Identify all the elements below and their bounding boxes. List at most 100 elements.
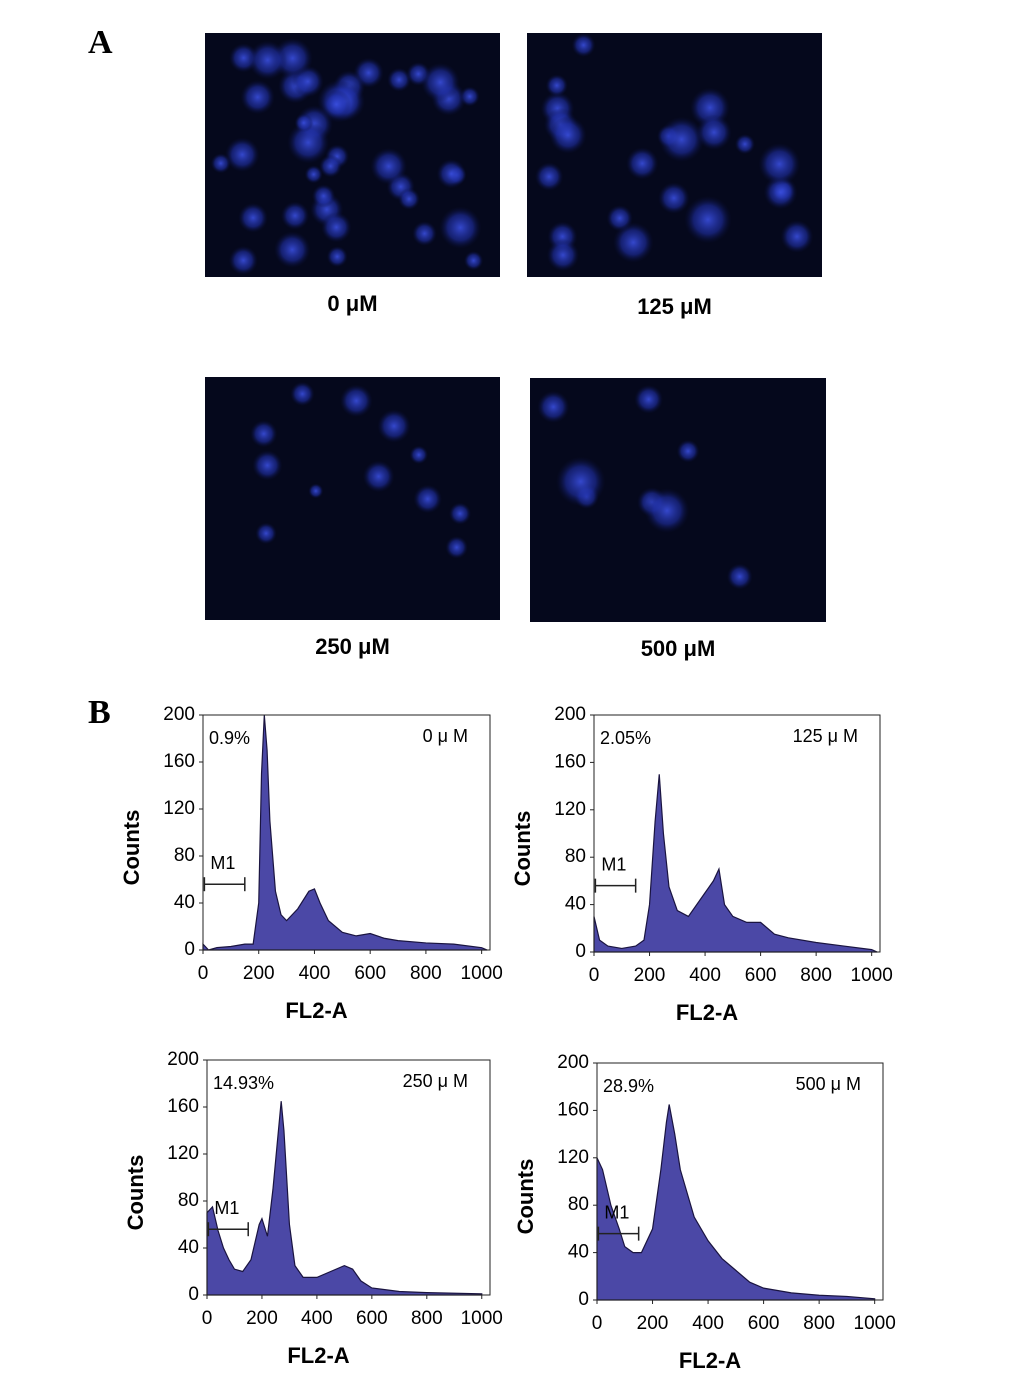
- cell-nucleus: [252, 450, 283, 481]
- plot-frame: [593, 714, 881, 953]
- gate-label: M1: [210, 853, 235, 873]
- plot-frame: [202, 714, 491, 951]
- x-tick-label: 600: [354, 963, 386, 984]
- cell-nucleus: [537, 390, 570, 424]
- x-tick-label: 800: [410, 963, 442, 984]
- x-tick-label: 800: [411, 1308, 443, 1329]
- cell-nucleus: [238, 202, 268, 233]
- plot-frame: [206, 1059, 491, 1296]
- cell-nucleus: [684, 195, 732, 244]
- y-tick-label: 200: [167, 1049, 199, 1070]
- cell-nucleus: [658, 116, 705, 163]
- x-tick-label: 200: [246, 1308, 278, 1329]
- image-caption: 125 μM: [637, 294, 712, 319]
- x-tick-label: 0: [589, 965, 600, 986]
- percent-label: 14.93%: [213, 1073, 274, 1093]
- cell-nucleus: [311, 184, 336, 208]
- histogram-area: [593, 774, 878, 953]
- micrograph-background: [205, 377, 500, 620]
- cell-nucleus: [763, 175, 798, 210]
- x-tick-label: 1000: [851, 965, 893, 986]
- cell-nucleus: [304, 165, 323, 184]
- cell-nucleus: [436, 159, 467, 189]
- y-tick-label: 200: [554, 704, 586, 725]
- x-tick-label: 200: [634, 965, 666, 986]
- y-tick-label: 80: [568, 1194, 589, 1215]
- cell-nucleus: [445, 536, 468, 559]
- y-tick-label: 120: [167, 1143, 199, 1164]
- cell-nucleus: [362, 460, 395, 493]
- cell-nucleus: [240, 79, 275, 115]
- cell-nucleus: [549, 116, 587, 154]
- y-tick-label: 40: [178, 1237, 199, 1258]
- cell-nucleus: [287, 121, 330, 164]
- image-caption: 250 μM: [315, 634, 390, 659]
- x-tick-label: 400: [689, 965, 721, 986]
- concentration-label: 250 μ M: [403, 1071, 468, 1091]
- cell-nucleus: [321, 89, 352, 120]
- plot-frame: [596, 1062, 884, 1301]
- cell-nucleus: [758, 143, 801, 186]
- cell-nucleus: [377, 409, 411, 443]
- y-axis-label: Counts: [513, 1159, 538, 1235]
- x-tick-label: 1000: [461, 963, 503, 984]
- x-tick-label: 0: [592, 1313, 603, 1334]
- cell-nucleus: [658, 182, 690, 214]
- micrograph: [530, 378, 826, 622]
- y-tick-label: 160: [163, 751, 195, 772]
- concentration-label: 125 μ M: [793, 726, 858, 746]
- x-tick-label: 600: [748, 1313, 780, 1334]
- x-axis-label: FL2-A: [676, 1000, 738, 1025]
- cell-nucleus: [326, 246, 348, 268]
- cell-nucleus: [321, 212, 352, 243]
- cell-nucleus: [634, 384, 664, 414]
- y-tick-label: 0: [575, 941, 586, 962]
- gate-label: M1: [601, 854, 626, 874]
- cell-nucleus: [546, 238, 580, 272]
- cell-nucleus: [280, 201, 310, 230]
- cell-nucleus: [612, 222, 654, 263]
- x-tick-label: 600: [356, 1308, 388, 1329]
- cell-nucleus: [555, 456, 606, 507]
- cell-nucleus: [290, 381, 315, 407]
- cell-nucleus: [413, 484, 443, 514]
- y-tick-label: 160: [557, 1099, 589, 1120]
- x-tick-label: 1000: [854, 1313, 896, 1334]
- y-tick-label: 40: [565, 894, 586, 915]
- percent-label: 2.05%: [600, 728, 651, 748]
- cell-nucleus: [255, 522, 277, 545]
- x-tick-label: 1000: [461, 1308, 503, 1329]
- y-tick-label: 80: [565, 846, 586, 867]
- cell-nucleus: [545, 74, 568, 97]
- histogram-area: [202, 714, 488, 951]
- percent-label: 0.9%: [209, 728, 250, 748]
- y-tick-label: 120: [557, 1147, 589, 1168]
- x-tick-label: 800: [803, 1313, 835, 1334]
- cell-nucleus: [308, 483, 324, 499]
- gate-label: M1: [604, 1202, 629, 1222]
- cell-nucleus: [370, 147, 408, 185]
- y-axis-label: Counts: [510, 811, 535, 887]
- x-axis-label: FL2-A: [287, 1343, 349, 1368]
- x-tick-label: 0: [202, 1308, 213, 1329]
- y-tick-label: 120: [163, 798, 195, 819]
- cell-nucleus: [439, 206, 482, 249]
- x-tick-label: 200: [243, 963, 275, 984]
- x-axis-label: FL2-A: [285, 998, 347, 1023]
- cell-nucleus: [448, 502, 472, 525]
- micrograph: [205, 377, 500, 620]
- cell-nucleus: [644, 488, 690, 534]
- gate-label: M1: [214, 1198, 239, 1218]
- y-tick-label: 200: [163, 704, 195, 725]
- panel-label: B: [88, 694, 111, 731]
- image-caption: 500 μM: [641, 636, 716, 661]
- cell-nucleus: [224, 137, 260, 172]
- cell-nucleus: [412, 221, 437, 246]
- cell-nucleus: [463, 250, 484, 271]
- y-tick-label: 160: [554, 751, 586, 772]
- cell-nucleus: [571, 33, 596, 58]
- micrograph: [527, 33, 822, 277]
- x-tick-label: 600: [745, 965, 777, 986]
- cell-nucleus: [339, 384, 373, 418]
- y-axis-label: Counts: [123, 1155, 148, 1231]
